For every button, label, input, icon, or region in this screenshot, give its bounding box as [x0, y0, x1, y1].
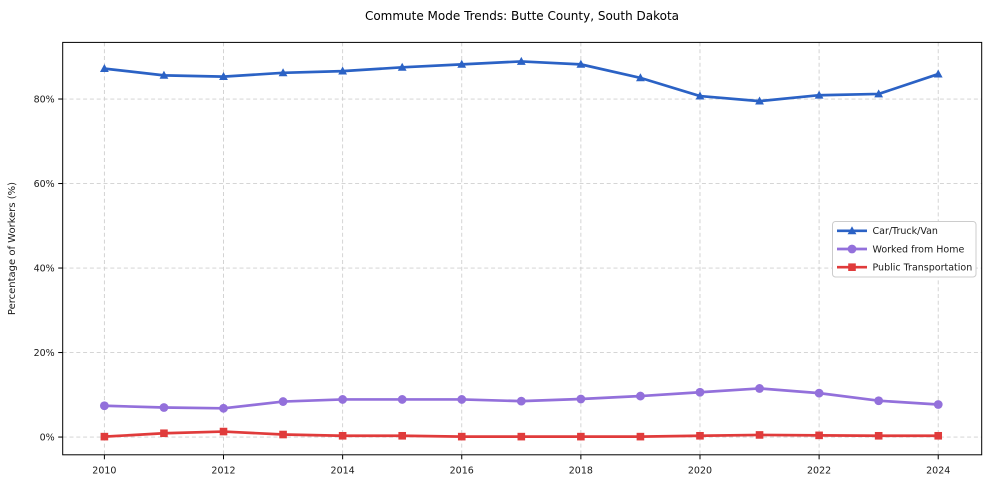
legend-label: Car/Truck/Van	[873, 226, 938, 237]
x-tick-label: 2012	[211, 465, 235, 476]
data-point-public-transportation	[279, 430, 287, 439]
data-point-public-transportation	[815, 431, 823, 440]
data-point-car-truck-van	[516, 56, 526, 65]
data-point-worked-from-home	[278, 397, 288, 406]
legend: Car/Truck/Van Worked from Home Public Tran…	[832, 221, 977, 278]
data-point-worked-from-home	[636, 391, 645, 401]
data-point-car-truck-van	[397, 62, 407, 71]
data-point-worked-from-home	[397, 395, 407, 404]
y-tick-label: 80%	[34, 94, 55, 105]
legend-marker-circle	[847, 244, 857, 254]
data-point-public-transportation	[338, 431, 347, 440]
series-worked-from-home	[99, 384, 943, 413]
data-point-worked-from-home	[695, 387, 705, 397]
data-point-car-truck-van	[755, 96, 764, 105]
y-tick-label: 60%	[34, 179, 55, 190]
axes-layer: 2010 2012 2014 2016 2018 2020 2022 2024 0% 20% 40%…	[34, 41, 983, 476]
data-point-worked-from-home	[576, 394, 586, 404]
data-point-public-transportation	[755, 431, 764, 439]
data-point-public-transportation	[577, 432, 585, 441]
data-point-car-truck-van	[576, 59, 586, 68]
series-public-transportation	[100, 427, 943, 441]
data-point-car-truck-van	[636, 73, 645, 82]
grid-layer	[62, 42, 982, 455]
y-tick-label: 0%	[40, 432, 55, 443]
data-point-car-truck-van	[219, 72, 228, 81]
series-line-car-truck-van	[103, 60, 940, 103]
data-point-worked-from-home	[99, 401, 109, 411]
data-point-car-truck-van	[159, 70, 169, 79]
x-tick-label: 2014	[331, 465, 355, 476]
legend-item-car-truck-van: Car/Truck/Van	[837, 226, 938, 237]
x-tick-label: 2024	[926, 465, 950, 476]
data-point-public-transportation	[398, 431, 406, 440]
y-tick-label: 40%	[34, 263, 55, 274]
data-point-car-truck-van	[99, 63, 109, 72]
data-point-public-transportation	[219, 427, 228, 436]
x-tick-label: 2022	[807, 465, 831, 476]
data-point-car-truck-van	[933, 69, 943, 78]
data-point-car-truck-van	[278, 68, 288, 77]
data-point-worked-from-home	[755, 384, 764, 393]
data-point-public-transportation	[100, 432, 109, 441]
data-point-worked-from-home	[457, 395, 467, 404]
data-point-public-transportation	[934, 431, 943, 440]
data-point-worked-from-home	[933, 400, 943, 409]
series-layer	[99, 56, 943, 441]
legend-item-worked-from-home: Worked from Home	[837, 244, 964, 255]
x-tick-label: 2016	[450, 465, 474, 476]
legend-marker-triangle	[847, 226, 857, 235]
x-tick-label: 2018	[569, 465, 593, 476]
data-point-public-transportation	[636, 432, 645, 441]
data-point-worked-from-home	[814, 388, 824, 398]
series-car-truck-van	[99, 56, 943, 105]
data-point-public-transportation	[696, 431, 704, 440]
data-point-public-transportation	[160, 429, 168, 438]
legend-label: Public Transportation	[873, 263, 973, 274]
data-point-public-transportation	[874, 431, 883, 440]
data-point-car-truck-van	[814, 90, 824, 99]
x-tick-label: 2020	[688, 465, 712, 476]
x-tick-label: 2010	[92, 465, 116, 476]
data-point-public-transportation	[457, 432, 466, 441]
data-point-worked-from-home	[159, 403, 169, 412]
data-point-car-truck-van	[874, 89, 884, 98]
data-point-car-truck-van	[457, 59, 467, 68]
y-axis-label: Percentage of Workers (%)	[7, 182, 18, 315]
plot-border	[62, 41, 983, 456]
legend-marker-square	[848, 263, 856, 271]
legend-item-public-transportation: Public Transportation	[837, 263, 972, 274]
data-point-worked-from-home	[338, 395, 348, 404]
legend-label: Worked from Home	[873, 244, 965, 255]
data-point-worked-from-home	[874, 396, 884, 406]
data-point-car-truck-van	[695, 91, 705, 100]
chart-title: Commute Mode Trends: Butte County, South…	[365, 9, 679, 23]
y-tick-label: 20%	[34, 348, 55, 359]
data-point-car-truck-van	[338, 66, 348, 75]
legend-box	[832, 221, 977, 278]
data-point-public-transportation	[517, 432, 526, 441]
data-point-worked-from-home	[219, 403, 228, 413]
data-point-worked-from-home	[516, 396, 526, 406]
